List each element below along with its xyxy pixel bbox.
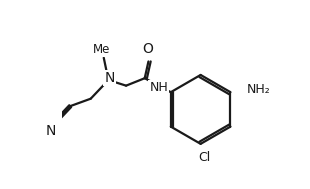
- Text: N: N: [46, 124, 56, 138]
- Text: NH: NH: [149, 81, 168, 94]
- Text: O: O: [142, 42, 153, 56]
- Text: Cl: Cl: [198, 151, 210, 164]
- Text: Me: Me: [93, 43, 111, 56]
- Text: N: N: [104, 71, 114, 85]
- Text: NH₂: NH₂: [246, 83, 270, 96]
